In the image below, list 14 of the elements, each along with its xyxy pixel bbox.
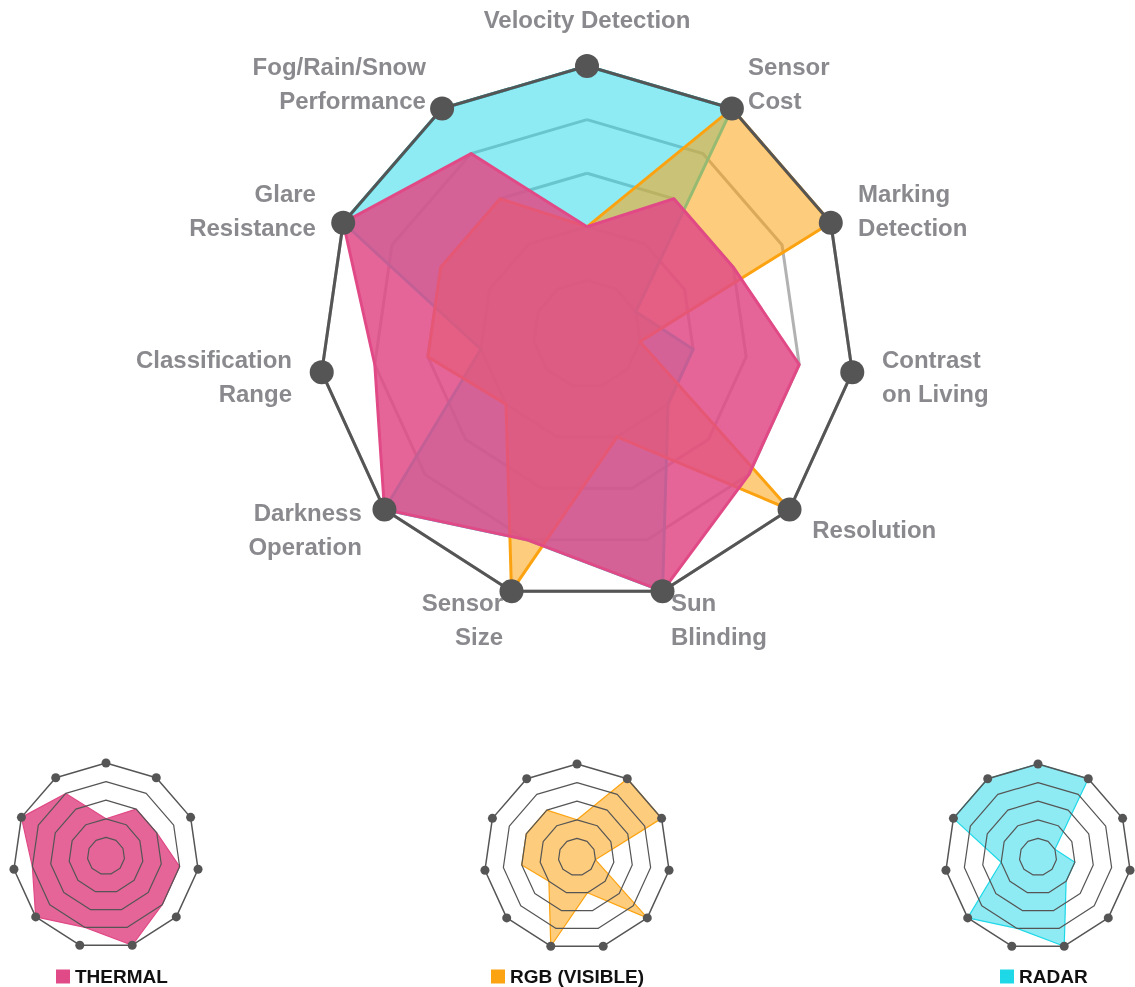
spoke-label: Velocity Detection <box>483 5 691 33</box>
spoke-label: Contrast on Living <box>881 345 989 407</box>
spoke-label: Classification Range <box>135 345 293 407</box>
spoke-label: Glare Resistance <box>189 179 316 241</box>
legend-label: RADAR <box>1019 966 1088 987</box>
spoke-label: Resolution <box>812 515 937 543</box>
spoke-label: Sensor Cost <box>748 52 830 114</box>
spoke-label: Marking Detection <box>858 179 968 241</box>
legend-label: RGB (VISIBLE) <box>510 966 645 987</box>
legend-label: THERMAL <box>75 966 169 987</box>
spoke-label: Fog/Rain/Snow Performance <box>252 52 427 114</box>
spoke-label: Darkness Operation <box>248 498 362 560</box>
spoke-label: Sensor Size <box>421 589 504 651</box>
spoke-label: Sun Blinding <box>670 589 767 651</box>
